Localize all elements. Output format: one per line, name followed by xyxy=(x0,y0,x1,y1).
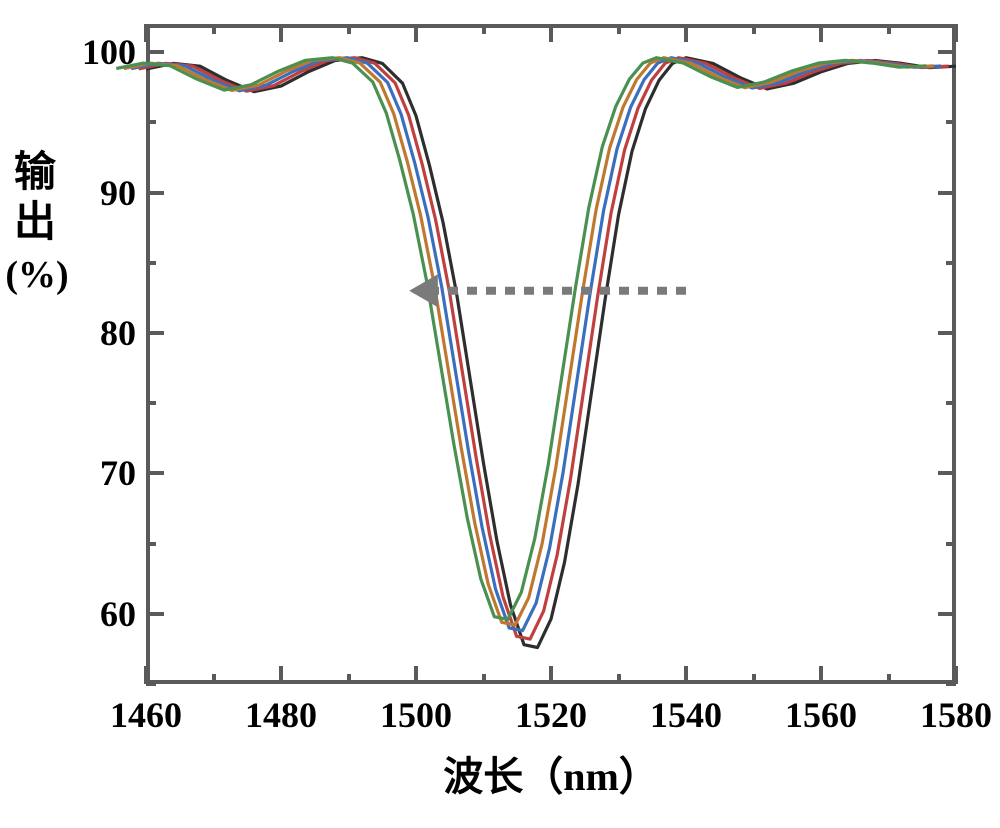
y-tick xyxy=(146,191,164,195)
x-tick xyxy=(887,674,891,684)
y-tick-label: 100 xyxy=(76,31,136,73)
x-tick-label: 1540 xyxy=(650,694,722,736)
y-tick xyxy=(946,682,956,686)
x-tick xyxy=(414,24,418,42)
x-tick xyxy=(617,24,621,34)
y-tick xyxy=(938,331,956,335)
series-line xyxy=(139,58,949,639)
shift-arrow-head xyxy=(409,274,438,307)
x-tick xyxy=(887,24,891,34)
y-tick xyxy=(146,612,164,616)
y-tick xyxy=(946,542,956,546)
y-tick xyxy=(946,120,956,124)
x-tick xyxy=(684,24,688,42)
x-tick xyxy=(549,666,553,684)
x-tick xyxy=(144,24,148,42)
y-tick xyxy=(946,261,956,265)
x-tick xyxy=(279,24,283,42)
y-tick xyxy=(146,331,164,335)
x-tick-label: 1520 xyxy=(515,694,587,736)
y-tick-label: 80 xyxy=(76,312,136,354)
y-tick xyxy=(938,50,956,54)
x-tick xyxy=(347,674,351,684)
series-line xyxy=(131,58,941,631)
x-tick-label: 1560 xyxy=(785,694,857,736)
x-tick xyxy=(752,674,756,684)
figure-root: 输 出 (%) 波长（nm） 1460148015001520154015601… xyxy=(0,0,1000,828)
x-tick-label: 1500 xyxy=(380,694,452,736)
x-tick xyxy=(482,24,486,34)
y-tick xyxy=(146,50,164,54)
y-tick xyxy=(938,471,956,475)
x-tick xyxy=(752,24,756,34)
x-tick xyxy=(684,666,688,684)
x-tick xyxy=(482,674,486,684)
y-tick xyxy=(146,542,156,546)
y-tick xyxy=(946,401,956,405)
series-line xyxy=(116,58,926,620)
y-tick-label: 70 xyxy=(76,452,136,494)
x-tick xyxy=(819,666,823,684)
x-tick xyxy=(212,24,216,34)
x-tick xyxy=(617,674,621,684)
x-tick xyxy=(549,24,553,42)
x-tick-label: 1480 xyxy=(245,694,317,736)
y-tick xyxy=(146,120,156,124)
x-tick xyxy=(212,674,216,684)
y-tick xyxy=(938,191,956,195)
x-tick xyxy=(414,666,418,684)
x-tick xyxy=(819,24,823,42)
x-tick-label: 1460 xyxy=(110,694,182,736)
series-line xyxy=(124,58,934,625)
y-tick-label: 90 xyxy=(76,172,136,214)
series-line xyxy=(146,58,956,648)
y-tick xyxy=(938,612,956,616)
x-tick xyxy=(279,666,283,684)
x-tick xyxy=(954,24,958,42)
y-tick xyxy=(146,401,156,405)
y-tick xyxy=(146,682,156,686)
x-tick xyxy=(347,24,351,34)
y-tick xyxy=(146,261,156,265)
y-tick xyxy=(146,471,164,475)
x-tick-label: 1580 xyxy=(920,694,992,736)
y-tick-label: 60 xyxy=(76,593,136,635)
